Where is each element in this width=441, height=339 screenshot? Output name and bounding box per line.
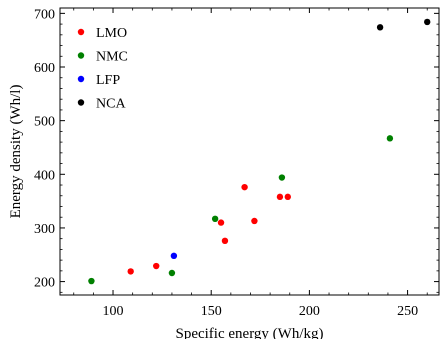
x-tick-label: 150 xyxy=(201,304,222,319)
data-point-nmc xyxy=(278,174,286,181)
y-tick-label: 300 xyxy=(34,222,55,237)
legend-label-lfp: LFP xyxy=(96,73,120,88)
legend-label-nmc: NMC xyxy=(96,50,128,65)
data-point-lfp xyxy=(170,252,178,260)
x-tick-label: 250 xyxy=(397,304,418,319)
y-tick-label: 600 xyxy=(34,61,55,76)
tick-marks xyxy=(60,8,439,295)
legend-marker-nmc xyxy=(77,52,85,59)
data-point-lmo xyxy=(241,183,248,191)
legend-label-lmo: LMO xyxy=(96,26,127,41)
legend-marker-lfp xyxy=(77,75,85,83)
data-point-nmc xyxy=(88,277,95,285)
series-nmc xyxy=(88,135,394,285)
y-tick-label: 200 xyxy=(34,276,55,291)
data-point-lmo xyxy=(127,268,134,275)
plot-frame xyxy=(59,7,440,296)
y-axis-label: Energy density (Wh/l) xyxy=(8,85,24,219)
series-lfp xyxy=(170,252,178,260)
legend: LMO NMC LFP NCA xyxy=(77,26,128,112)
x-tick-label: 100 xyxy=(103,304,124,319)
y-tick-label: 500 xyxy=(34,115,55,130)
data-point-lmo xyxy=(153,262,160,270)
data-point-nca xyxy=(376,24,384,31)
data-point-lmo xyxy=(221,237,229,245)
data-point-nca xyxy=(424,18,431,26)
x-tick-label: 200 xyxy=(299,304,320,319)
series-lmo xyxy=(127,183,291,275)
data-point-lmo xyxy=(217,219,225,226)
legend-marker-lmo xyxy=(77,28,85,36)
data-point-lmo xyxy=(284,193,291,201)
data-point-lmo xyxy=(276,193,284,201)
data-point-nmc xyxy=(168,269,176,277)
y-tick-label: 400 xyxy=(34,168,55,183)
legend-marker-nca xyxy=(77,99,85,106)
legend-label-nca: NCA xyxy=(96,97,126,112)
data-point-nmc xyxy=(211,215,219,223)
series-nca xyxy=(376,18,431,31)
x-axis-label: Specific energy (Wh/kg) xyxy=(175,326,323,339)
data-points xyxy=(88,18,431,285)
data-point-nmc xyxy=(386,135,394,142)
y-tick-label: 700 xyxy=(34,7,55,22)
data-point-lmo xyxy=(251,217,258,225)
tick-labels: 100 150 200 250 200 300 400 500 600 700 xyxy=(34,7,418,319)
